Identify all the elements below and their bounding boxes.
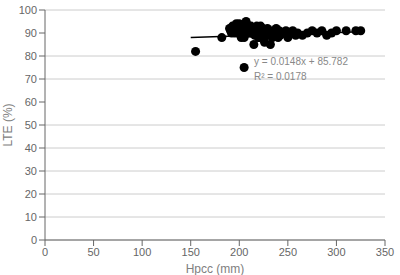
svg-text:90: 90 — [25, 27, 37, 39]
svg-text:50: 50 — [25, 119, 37, 131]
svg-text:Hpcc (mm): Hpcc (mm) — [186, 262, 245, 275]
svg-text:LTE (%): LTE (%) — [8, 103, 15, 146]
html-text:R² = 0.0178: R² = 0.0178 — [254, 71, 307, 82]
svg-text:40: 40 — [25, 142, 37, 154]
svg-text:100: 100 — [19, 4, 37, 16]
svg-text:200: 200 — [230, 246, 248, 258]
svg-text:150: 150 — [182, 246, 200, 258]
svg-text:30: 30 — [25, 165, 37, 177]
svg-text:350: 350 — [376, 246, 392, 258]
svg-text:300: 300 — [327, 246, 345, 258]
svg-text:20: 20 — [25, 188, 37, 200]
svg-text:70: 70 — [25, 73, 37, 85]
svg-text:50: 50 — [87, 246, 99, 258]
svg-text:10: 10 — [25, 211, 37, 223]
svg-text:100: 100 — [133, 246, 151, 258]
svg-text:0: 0 — [42, 246, 48, 258]
svg-text:80: 80 — [25, 50, 37, 62]
svg-text:250: 250 — [279, 246, 297, 258]
svg-text:60: 60 — [25, 96, 37, 108]
svg-text:0: 0 — [31, 234, 37, 246]
html-text:y = 0.0148x + 85.782: y = 0.0148x + 85.782 — [254, 56, 348, 67]
